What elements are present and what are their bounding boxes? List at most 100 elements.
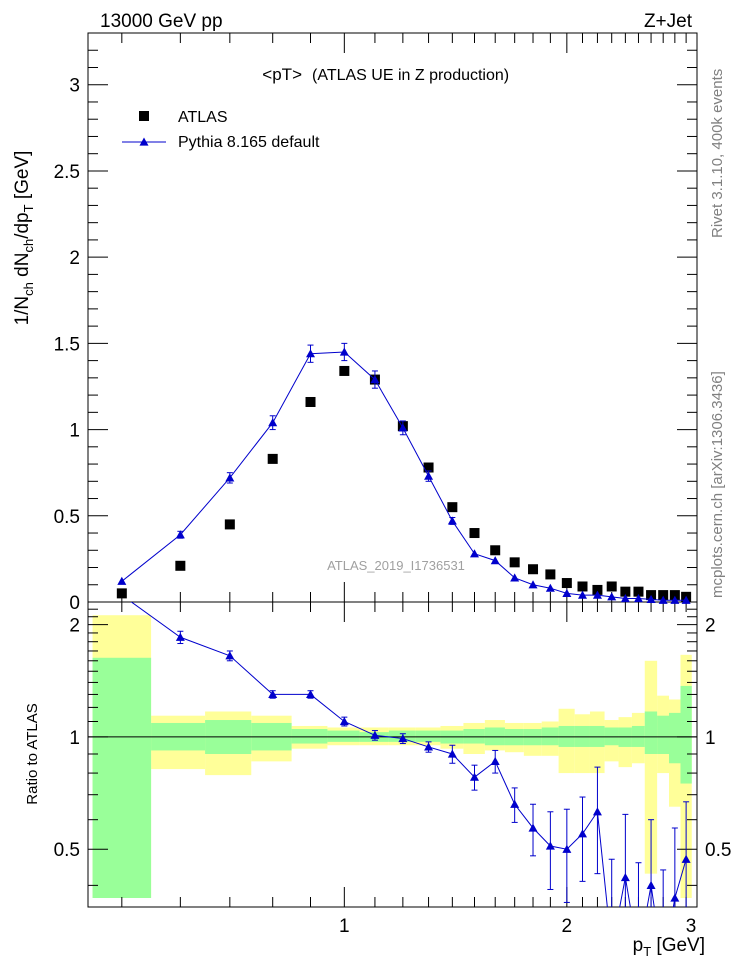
band-inner-bin [644,711,658,754]
ratio-data-point [620,872,630,882]
bottom-y-tick-label-left: 2 [69,616,80,637]
atlas-data-point [606,581,617,592]
band-inner-bin [541,727,559,746]
bottom-y-tick-label-left: 1 [69,728,80,749]
bottom-y-tick-label-right: 0.5 [705,840,731,861]
pythia-data-point [469,549,479,558]
atlas-data-point [509,557,520,568]
atlas-data-point [620,586,631,597]
band-inner-bin [463,729,485,744]
legend-atlas-marker [139,111,149,121]
atlas-data-point [116,588,127,599]
bottom-y-tick-label-right: 1 [705,728,716,749]
ratio-data-point [562,844,572,853]
ratio-series-group [130,602,691,907]
ratio-data-point [175,632,185,641]
side-label-rivet: Rivet 3.1.10, 400k events [709,69,726,238]
svg-text:1/Nch dNch/dpT [GeV]: 1/Nch dNch/dpT [GeV] [12,151,36,326]
pythia-data-point [620,594,630,603]
top-y-tick-label: 2.5 [54,162,80,183]
pythia-data-point [681,595,691,604]
pythia-data-point [528,580,538,589]
pythia-data-point [398,423,408,432]
pythia-data-point [175,530,185,539]
atlas-data-point [633,586,644,597]
ratio-data-point [592,807,602,816]
top-y-tick-label: 0 [69,593,80,614]
ratio-data-point [424,742,434,751]
top-y-tick-label: 1 [69,421,80,442]
pythia-data-point [225,473,235,482]
ratio-data-point [545,841,555,850]
atlas-data-point [592,584,603,595]
pythia-data-point [658,595,668,604]
plot-title-main: <pT> [262,65,302,84]
x-tick-label: 3 [686,916,697,937]
header-left: 13000 GeV pp [100,11,223,32]
ratio-data-point [306,689,316,699]
atlas-data-point [528,564,539,575]
top-y-tick-label: 1.5 [54,334,80,355]
atlas-data-point [669,590,680,601]
atlas-data-point [490,545,501,556]
pythia-data-point [117,576,127,585]
ratio-data-point [469,772,479,781]
band-inner-bin [669,712,681,764]
pythia-data-point [607,592,617,601]
x-tick-label: 2 [562,916,573,937]
atlas-data-point [267,453,278,464]
x-tick-label: 1 [339,916,350,937]
pythia-data-point [578,590,588,599]
pythia-data-point [510,573,520,582]
top-y-tick-label: 3 [69,76,80,97]
ratio-data-point [681,854,691,863]
atlas-data-point [423,462,434,473]
pythia-data-point [562,588,572,597]
pythia-data-point [268,418,278,427]
band-inner-bin [327,730,360,742]
top-y-tick-label: 0.5 [54,507,80,528]
ratio-data-point [268,689,278,699]
pythia-data-point [646,594,656,604]
atlas-data-point [305,396,316,407]
band-inner-bin [484,727,505,746]
band-inner-bin [604,727,619,746]
ratio-line [130,602,687,907]
bottom-panel-frame [87,601,698,908]
ratio-data-point [225,651,235,660]
legend-pythia-marker [139,137,149,146]
bottom-y-axis-title: Ratio to ATLAS [24,703,41,804]
top-y-axis-title: 1/Nch dNch/dpT [GeV] [12,151,36,326]
atlas-data-point [561,578,572,589]
band-inner-bin [92,657,152,898]
ratio-data-point [370,730,380,739]
band-inner-bin [680,685,692,784]
svg-text:pT [GeV]: pT [GeV] [633,935,705,959]
legend-pythia-label: Pythia 8.165 default [178,134,320,151]
bottom-y-tick-label-left: 0.5 [54,840,80,861]
ratio-data-point [339,716,349,726]
ratio-data-point [490,756,500,765]
ratio-data-point [670,893,680,902]
pythia-data-point [339,347,349,356]
pythia-data-point [545,583,555,592]
header-right: Z+Jet [644,11,693,32]
atlas-data-point [224,519,235,530]
pythia-data-point [490,556,500,565]
x-axis-title: pT [GeV] [633,935,705,959]
legend-atlas-label: ATLAS [178,109,228,126]
pythia-data-point [592,590,602,599]
watermark: ATLAS_2019_I1736531 [327,558,465,573]
bottom-y-tick-label-right: 2 [705,616,716,637]
atlas-data-point [339,365,350,376]
pythia-data-point [424,471,434,480]
atlas-data-point [577,581,588,592]
ratio-data-point [447,749,457,758]
band-inner-bin [291,729,328,744]
atlas-data-point [447,502,458,513]
top-y-tick-label: 2 [69,248,80,269]
ratio-data-point [510,799,520,808]
pythia-data-point [633,594,643,603]
atlas-data-point [469,528,480,539]
